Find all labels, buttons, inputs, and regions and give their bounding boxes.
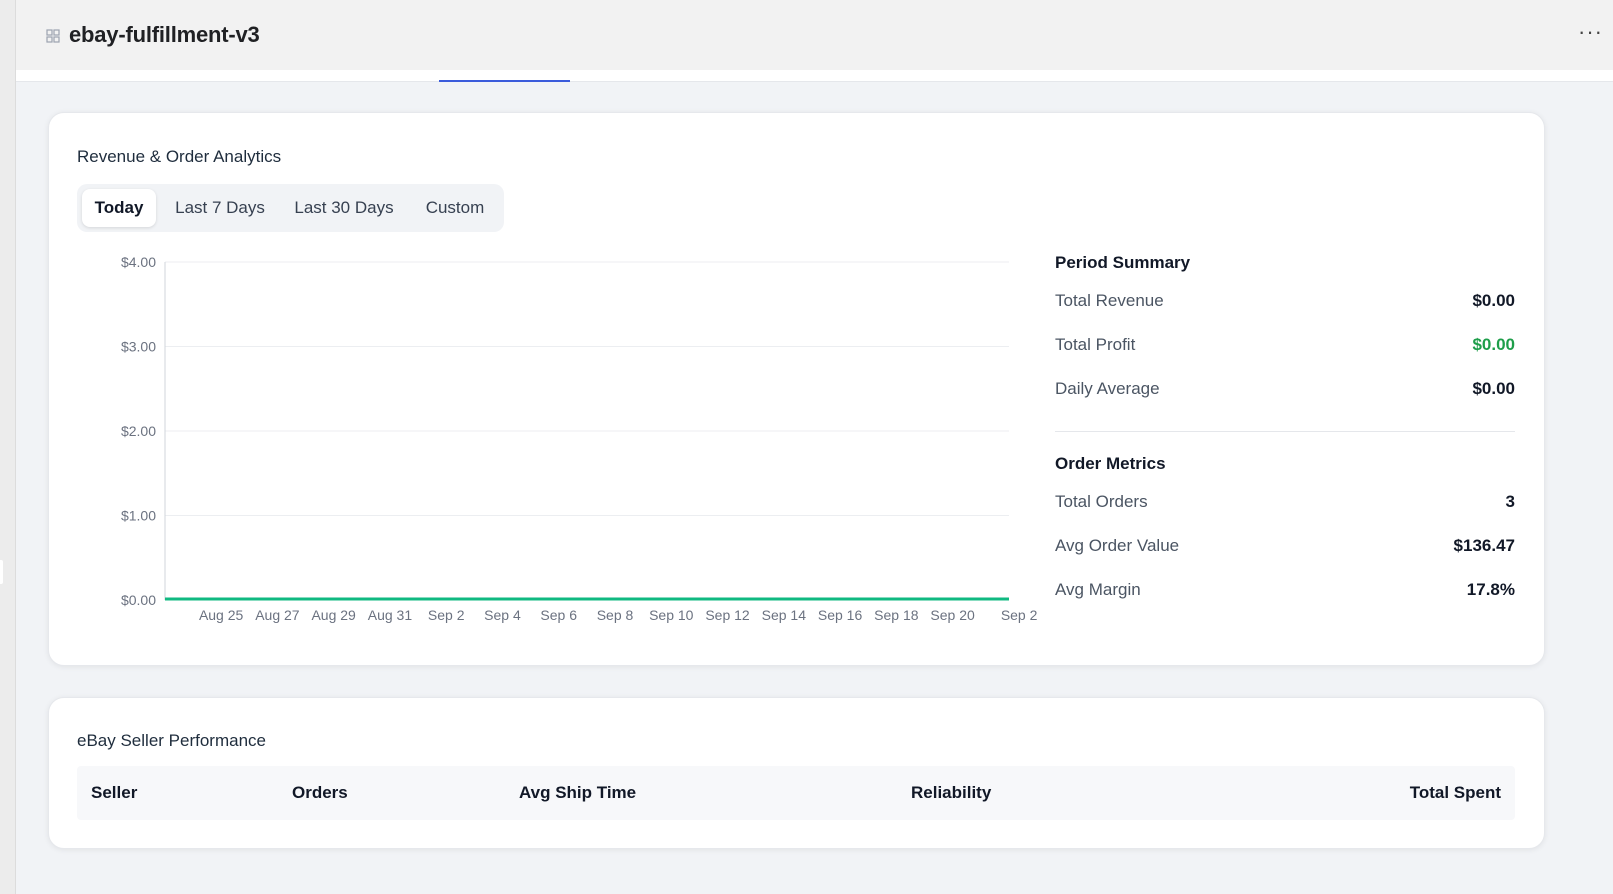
tab-last-7-days[interactable]: Last 7 Days	[175, 198, 265, 217]
revenue-chart-svg: $4.00 $3.00 $2.00 $1.00 $0.00 Aug 25 Aug 27 Aug…	[121, 254, 1045, 623]
y-tick-label: $3.00	[121, 339, 156, 355]
grid-icon	[46, 29, 60, 43]
column-header-orders[interactable]: Orders	[292, 783, 348, 802]
x-tick-label: Sep 20	[930, 607, 975, 623]
order-metrics-heading: Order Metrics	[1055, 454, 1166, 473]
seller-performance-title: eBay Seller Performance	[77, 731, 266, 750]
x-tick-label: Sep 16	[818, 607, 863, 623]
total-orders-label: Total Orders	[1055, 492, 1148, 511]
analytics-card: Revenue & Order Analytics Today Last 7 D…	[48, 112, 1545, 666]
rail-handle[interactable]	[0, 560, 3, 584]
total-revenue-value: $0.00	[1472, 291, 1515, 310]
column-header-total-spent[interactable]: Total Spent	[1409, 783, 1501, 802]
summary-panel: Period Summary Total Revenue $0.00 Total…	[1055, 253, 1515, 612]
x-tick-label: Sep 4	[484, 607, 521, 623]
y-tick-label: $0.00	[121, 592, 156, 608]
seller-table-header: Seller Orders Avg Ship Time Reliability …	[77, 766, 1515, 820]
x-tick-label: Sep 12	[705, 607, 750, 623]
total-profit-value: $0.00	[1472, 335, 1515, 354]
daily-average-label: Daily Average	[1055, 379, 1160, 398]
x-tick-label: Sep 6	[540, 607, 577, 623]
total-revenue-label: Total Revenue	[1055, 291, 1164, 310]
x-tick-label: Sep 8	[597, 607, 634, 623]
x-tick-label: Aug 29	[311, 607, 356, 623]
app-title: ebay-fulfillment-v3	[69, 22, 260, 47]
top-bar: ebay-fulfillment-v3 ···	[16, 0, 1613, 70]
x-tick-label: Sep 18	[874, 607, 919, 623]
x-tick-label: Aug 27	[255, 607, 300, 623]
total-profit-label: Total Profit	[1055, 335, 1136, 354]
period-summary-heading: Period Summary	[1055, 253, 1191, 272]
daily-average-value: $0.00	[1472, 379, 1515, 398]
total-orders-value: 3	[1505, 492, 1515, 511]
tab-today[interactable]: Today	[82, 189, 156, 227]
tab-last-30-days[interactable]: Last 30 Days	[294, 198, 394, 217]
tab-custom[interactable]: Custom	[425, 198, 485, 217]
tab-strip	[16, 70, 1613, 82]
avg-order-value-row: Avg Order Value $136.47	[1055, 524, 1515, 568]
avg-margin-label: Avg Margin	[1055, 580, 1141, 599]
column-header-avg-ship-time[interactable]: Avg Ship Time	[519, 783, 637, 802]
left-rail	[0, 0, 16, 894]
summary-divider	[1055, 431, 1515, 432]
avg-order-value-value: $136.47	[1453, 536, 1515, 555]
total-revenue-row: Total Revenue $0.00	[1055, 279, 1515, 323]
x-tick-label: Aug 25	[199, 607, 244, 623]
main-content: Revenue & Order Analytics Today Last 7 D…	[16, 70, 1613, 894]
revenue-chart: $4.00 $3.00 $2.00 $1.00 $0.00 Aug 25 Aug 27 Aug…	[77, 248, 1045, 638]
column-header-reliability[interactable]: Reliability	[911, 783, 992, 802]
x-tick-label: Sep 14	[762, 607, 807, 623]
column-header-seller[interactable]: Seller	[91, 783, 138, 802]
date-range-tabs: Today Last 7 Days Last 30 Days Custom	[77, 184, 504, 232]
avg-margin-value: 17.8%	[1466, 580, 1515, 599]
x-tick-label: Sep 23	[1001, 607, 1037, 623]
x-tick-label: Sep 2	[428, 607, 465, 623]
avg-order-value-label: Avg Order Value	[1055, 536, 1180, 555]
daily-average-row: Daily Average $0.00	[1055, 367, 1515, 411]
avg-margin-row: Avg Margin 17.8%	[1055, 568, 1515, 612]
y-tick-label: $1.00	[121, 508, 156, 524]
active-tab-indicator[interactable]	[439, 80, 570, 82]
x-tick-label: Sep 10	[649, 607, 694, 623]
total-orders-row: Total Orders 3	[1055, 480, 1515, 524]
seller-performance-card: eBay Seller Performance Seller Orders Av…	[48, 697, 1545, 849]
x-tick-label: Aug 31	[368, 607, 413, 623]
analytics-title: Revenue & Order Analytics	[77, 147, 282, 166]
y-tick-label: $4.00	[121, 254, 156, 270]
total-profit-row: Total Profit $0.00	[1055, 323, 1515, 367]
y-tick-label: $2.00	[121, 423, 156, 439]
more-options-icon[interactable]: ···	[1578, 19, 1603, 44]
